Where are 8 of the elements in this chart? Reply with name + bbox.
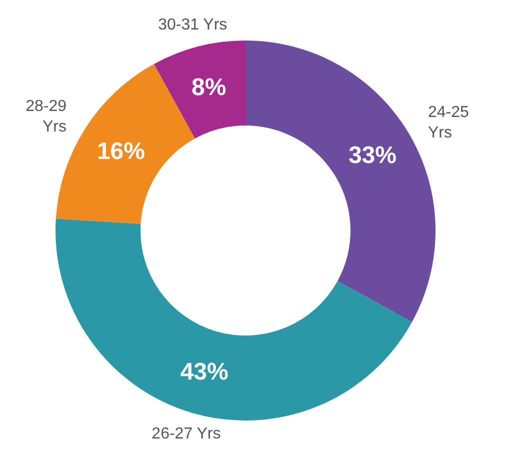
slice-label: 26-27 Yrs [152,426,221,443]
slice-label: 30-31 Yrs [158,16,228,34]
slice-label: 28-29 Yrs [26,98,67,136]
data-label: 33% [348,142,396,169]
data-label: 8% [191,74,226,102]
data-label: 43% [180,358,228,386]
slice-label: 24-25 Yrs [428,104,469,142]
data-label: 16% [96,138,145,165]
